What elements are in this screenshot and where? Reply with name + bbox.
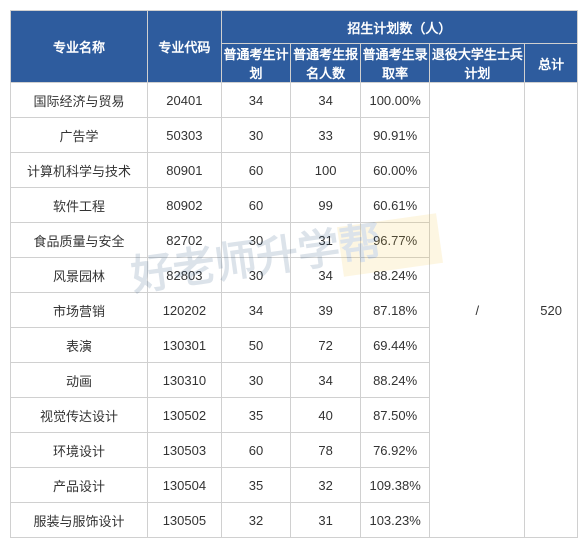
cell-major-code: 50303	[148, 118, 222, 153]
header-major-code: 专业代码	[148, 11, 222, 83]
cell-rate: 88.24%	[360, 258, 430, 293]
cell-rate: 87.18%	[360, 293, 430, 328]
cell-major-code: 80902	[148, 188, 222, 223]
cell-apply: 40	[291, 398, 361, 433]
cell-major-name: 广告学	[11, 118, 148, 153]
header-plan: 普通考生计划	[221, 44, 291, 83]
cell-rate: 88.24%	[360, 363, 430, 398]
cell-rate: 103.23%	[360, 503, 430, 538]
cell-major-code: 82803	[148, 258, 222, 293]
cell-rate: 69.44%	[360, 328, 430, 363]
cell-apply: 34	[291, 363, 361, 398]
cell-apply: 78	[291, 433, 361, 468]
cell-apply: 100	[291, 153, 361, 188]
cell-major-name: 市场营销	[11, 293, 148, 328]
cell-rate: 60.00%	[360, 153, 430, 188]
cell-plan: 30	[221, 223, 291, 258]
header-soldier: 退役大学生士兵计划	[430, 44, 525, 83]
cell-major-name: 服装与服饰设计	[11, 503, 148, 538]
cell-apply: 34	[291, 258, 361, 293]
cell-plan: 30	[221, 118, 291, 153]
cell-major-code: 120202	[148, 293, 222, 328]
cell-plan: 30	[221, 363, 291, 398]
cell-major-code: 130505	[148, 503, 222, 538]
table-row: 国际经济与贸易204013434100.00%/520	[11, 83, 578, 118]
cell-plan: 60	[221, 153, 291, 188]
cell-plan: 34	[221, 83, 291, 118]
cell-plan: 50	[221, 328, 291, 363]
cell-major-name: 软件工程	[11, 188, 148, 223]
cell-major-code: 130502	[148, 398, 222, 433]
table-body: 国际经济与贸易204013434100.00%/520广告学5030330339…	[11, 83, 578, 538]
cell-major-name: 表演	[11, 328, 148, 363]
cell-plan: 32	[221, 503, 291, 538]
cell-major-code: 82702	[148, 223, 222, 258]
cell-major-name: 环境设计	[11, 433, 148, 468]
cell-total-merged: 520	[525, 83, 578, 538]
cell-rate: 96.77%	[360, 223, 430, 258]
cell-rate: 90.91%	[360, 118, 430, 153]
header-total: 总计	[525, 44, 578, 83]
cell-rate: 60.61%	[360, 188, 430, 223]
cell-rate: 109.38%	[360, 468, 430, 503]
cell-apply: 72	[291, 328, 361, 363]
cell-plan: 34	[221, 293, 291, 328]
admission-plan-table: 专业名称 专业代码 招生计划数（人） 普通考生计划 普通考生报名人数 普通考生录…	[10, 10, 578, 538]
cell-apply: 33	[291, 118, 361, 153]
cell-major-name: 产品设计	[11, 468, 148, 503]
cell-major-code: 130310	[148, 363, 222, 398]
cell-apply: 32	[291, 468, 361, 503]
cell-plan: 30	[221, 258, 291, 293]
cell-plan: 60	[221, 433, 291, 468]
cell-major-name: 动画	[11, 363, 148, 398]
cell-rate: 76.92%	[360, 433, 430, 468]
cell-plan: 60	[221, 188, 291, 223]
header-apply: 普通考生报名人数	[291, 44, 361, 83]
cell-major-code: 130301	[148, 328, 222, 363]
cell-major-code: 20401	[148, 83, 222, 118]
cell-major-name: 食品质量与安全	[11, 223, 148, 258]
cell-major-code: 130504	[148, 468, 222, 503]
header-rate: 普通考生录取率	[360, 44, 430, 83]
cell-soldier-merged: /	[430, 83, 525, 538]
cell-apply: 31	[291, 223, 361, 258]
table-container: 专业名称 专业代码 招生计划数（人） 普通考生计划 普通考生报名人数 普通考生录…	[10, 10, 578, 538]
cell-apply: 34	[291, 83, 361, 118]
cell-apply: 39	[291, 293, 361, 328]
cell-apply: 31	[291, 503, 361, 538]
cell-major-name: 计算机科学与技术	[11, 153, 148, 188]
cell-rate: 100.00%	[360, 83, 430, 118]
cell-major-name: 视觉传达设计	[11, 398, 148, 433]
cell-plan: 35	[221, 468, 291, 503]
cell-rate: 87.50%	[360, 398, 430, 433]
header-plan-group: 招生计划数（人）	[221, 11, 577, 44]
cell-major-name: 国际经济与贸易	[11, 83, 148, 118]
header-major-name: 专业名称	[11, 11, 148, 83]
cell-plan: 35	[221, 398, 291, 433]
cell-major-code: 130503	[148, 433, 222, 468]
cell-apply: 99	[291, 188, 361, 223]
cell-major-code: 80901	[148, 153, 222, 188]
cell-major-name: 风景园林	[11, 258, 148, 293]
